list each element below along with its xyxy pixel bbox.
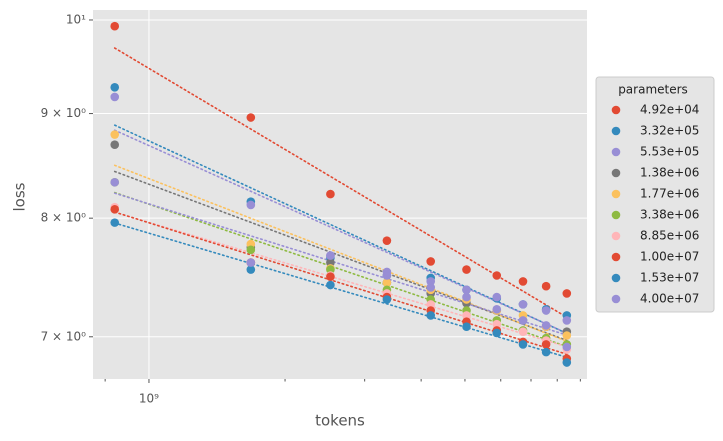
point: [562, 289, 572, 298]
point: [246, 200, 256, 210]
legend-marker: [611, 105, 621, 115]
legend-title: parameters: [618, 83, 688, 97]
point: [110, 21, 120, 31]
legend-marker: [611, 210, 621, 220]
point: [541, 306, 551, 315]
y-tick-label: 10¹: [66, 12, 86, 26]
trend-line: [113, 211, 568, 348]
point: [492, 271, 502, 280]
point: [492, 319, 502, 329]
legend-label: 5.53e+05: [640, 145, 699, 159]
x-axis-label: tokens: [315, 412, 365, 430]
legend-box: [595, 76, 715, 313]
point: [541, 281, 551, 291]
legend-label: 8.85e+06: [640, 229, 699, 243]
point: [382, 271, 392, 280]
point: [518, 327, 528, 337]
point: [326, 280, 335, 290]
legend-label: 3.32e+05: [640, 124, 699, 138]
legend-label: 4.92e+04: [640, 103, 699, 117]
point: [492, 292, 502, 302]
point: [326, 189, 335, 199]
point: [246, 245, 256, 255]
point: [246, 265, 256, 274]
point: [426, 277, 436, 286]
point: [110, 83, 120, 92]
point: [462, 265, 471, 274]
point: [518, 340, 528, 349]
point: [246, 113, 256, 122]
legend-label: 1.77e+06: [640, 187, 699, 201]
point: [492, 328, 502, 338]
point: [541, 340, 551, 349]
point: [541, 347, 551, 357]
point: [562, 316, 572, 325]
point: [382, 295, 392, 304]
point: [518, 277, 528, 286]
point: [462, 311, 471, 320]
trend-line: [113, 47, 568, 319]
legend-label: 4.00e+07: [640, 292, 699, 306]
point: [110, 218, 120, 227]
point: [562, 331, 572, 340]
legend-marker: [611, 189, 621, 199]
legend-marker: [611, 231, 621, 241]
point: [518, 300, 528, 309]
trend-line: [113, 129, 568, 334]
point: [426, 300, 436, 309]
y-tick-label: 8 × 10⁰: [41, 211, 87, 225]
point: [382, 236, 392, 245]
legend-marker: [611, 273, 621, 283]
y-axis-label: loss: [11, 182, 29, 211]
point: [562, 342, 572, 352]
point: [426, 283, 436, 292]
point: [562, 358, 572, 367]
point: [326, 251, 335, 260]
point: [110, 92, 120, 102]
legend-label: 1.53e+07: [640, 271, 699, 285]
trend-line: [113, 222, 568, 359]
legend-marker: [611, 168, 621, 178]
point: [110, 130, 120, 139]
point: [326, 272, 335, 281]
point: [426, 257, 436, 266]
legend-label: 1.38e+06: [640, 166, 699, 180]
legend-marker: [611, 252, 621, 262]
point: [541, 321, 551, 330]
point: [492, 304, 502, 314]
trend-line: [113, 124, 568, 335]
legend-marker: [611, 147, 621, 157]
y-tick-label: 9 × 10⁰: [41, 106, 87, 120]
point: [110, 205, 120, 214]
legend-label: 3.38e+06: [640, 208, 699, 222]
point: [326, 265, 335, 274]
point: [462, 322, 471, 331]
point: [110, 140, 120, 149]
point: [110, 177, 120, 187]
x-tick-label: 10⁹: [139, 392, 159, 406]
legend-marker: [611, 294, 621, 304]
point: [426, 311, 436, 320]
y-tick-label: 7 × 10⁰: [41, 329, 87, 343]
point: [462, 292, 471, 302]
point: [462, 285, 471, 295]
legend-marker: [611, 126, 621, 136]
point: [382, 278, 392, 287]
trend-line: [113, 191, 568, 348]
trend-line: [113, 164, 568, 343]
legend-label: 1.00e+07: [640, 250, 699, 264]
point: [518, 316, 528, 325]
point: [246, 258, 256, 267]
plot-area: [93, 10, 587, 379]
